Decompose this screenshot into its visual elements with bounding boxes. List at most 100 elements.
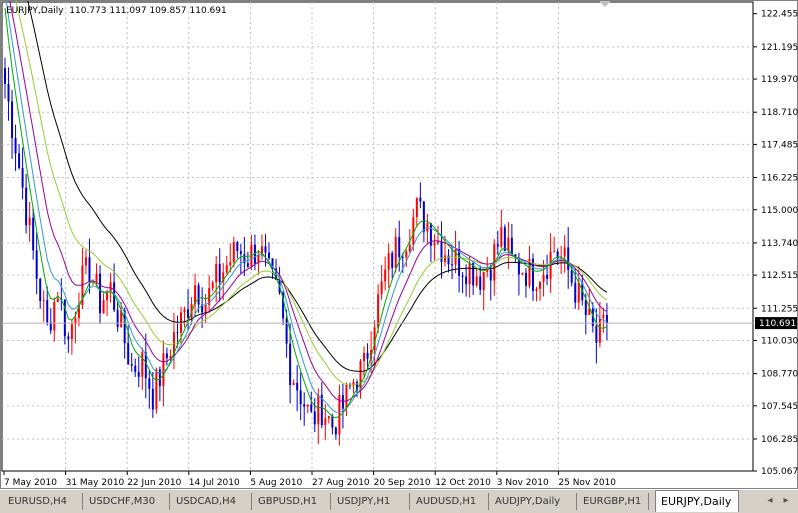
current-price-badge [755, 317, 797, 330]
candle-bull [74, 318, 77, 325]
candle-bear [197, 285, 200, 305]
tab-gbpusd-h1[interactable]: GBPUSD,H1 [252, 493, 331, 510]
candle-bear [268, 252, 270, 259]
candle-bear [451, 264, 454, 266]
tab-usdjpy-h1[interactable]: USDJPY,H1 [331, 493, 410, 510]
candle-bull [412, 217, 415, 245]
candle-bear [331, 416, 334, 428]
candle-bull [292, 382, 295, 386]
candle-bull [377, 294, 380, 328]
candle-bear [567, 247, 570, 271]
candle-bull [444, 255, 446, 262]
candle-bull [486, 269, 489, 272]
candle-bear [503, 227, 506, 251]
candle-bear [14, 138, 17, 154]
current-price-label: 110.691 [759, 319, 796, 329]
candle-bull [28, 217, 31, 226]
x-tick-label: 5 Aug 2010 [250, 478, 302, 488]
arrow-right-icon[interactable]: ▸ [783, 495, 789, 506]
candle-bull [84, 257, 87, 266]
x-tick-label: 3 Nov 2010 [497, 478, 549, 488]
y-tick-label: 122.455 [761, 10, 798, 20]
candle-bear [419, 197, 422, 202]
candle-bear [299, 390, 302, 405]
candle-bear [496, 244, 499, 247]
candle-bull [204, 305, 207, 313]
candle-bull [95, 273, 98, 282]
y-tick-label: 106.285 [761, 435, 798, 445]
candle-bear [479, 276, 482, 290]
symbol-label: EURJPY,Daily [6, 6, 64, 16]
candle-bear [461, 275, 464, 277]
candle-bull [225, 265, 228, 273]
y-tick-label: 105.067 [761, 467, 798, 477]
candle-bear [429, 223, 432, 246]
candle-bear [458, 249, 461, 276]
tab-usdchf-m30[interactable]: USDCHF,M30 [83, 493, 170, 510]
candle-bear [465, 276, 468, 285]
tab-usdcad-h4[interactable]: USDCAD,H4 [170, 493, 252, 510]
candle-bear [176, 332, 179, 334]
candle-bull [394, 237, 397, 268]
candle-bear [127, 343, 130, 365]
candle-bull [169, 356, 172, 359]
candle-bear [137, 372, 140, 377]
candle-bull [229, 261, 232, 266]
candle-bear [391, 253, 394, 268]
candle-bear [148, 378, 151, 389]
triangle-down-icon[interactable] [599, 1, 611, 7]
x-tick-label: 31 May 2010 [66, 478, 125, 488]
candle-bull [327, 416, 330, 419]
candle-bull [384, 269, 387, 282]
candle-bear [556, 251, 559, 259]
x-tick-label: 14 Jul 2010 [189, 478, 240, 488]
candle-bear [39, 278, 42, 301]
tab-audusd-h1[interactable]: AUDUSD,H1 [410, 493, 489, 510]
candle-bear [187, 309, 190, 318]
candle-bear [524, 272, 527, 286]
tab-eurusd-h4[interactable]: EURUSD,H4 [2, 493, 83, 510]
chart-window[interactable]: 122.455 121.195 119.970 118.710 117.485 116.2… [0, 0, 798, 489]
candle-bear [123, 310, 126, 344]
candle-bull [77, 305, 80, 319]
candle-bull [602, 314, 605, 319]
candle-bull [260, 246, 263, 256]
candle-bull [387, 253, 390, 270]
candle-bear [236, 242, 239, 252]
candle-bull [468, 263, 471, 285]
tab-audjpy-daily[interactable]: AUDJPY,Daily [489, 493, 577, 510]
plot-area [1, 1, 754, 472]
candle-bull [42, 300, 45, 302]
candle-bull [56, 298, 59, 302]
x-tick-label: 25 Nov 2010 [558, 478, 616, 488]
y-tick-label: 116.225 [761, 174, 798, 184]
candle-bull [380, 281, 383, 295]
candle-bear [63, 299, 66, 337]
arrow-left-icon[interactable]: ◂ [767, 495, 773, 506]
candle-bear [296, 382, 299, 391]
candle-bear [398, 237, 401, 258]
candle-bull [257, 255, 260, 264]
candle-bear [25, 187, 28, 226]
candle-bear [313, 411, 316, 425]
candle-bull [363, 352, 366, 362]
candle-bear [264, 246, 267, 253]
candle-bear [165, 353, 168, 359]
candle-bear [303, 404, 306, 407]
moving-average-line [5, 1, 607, 413]
tab-eurgbp-h1[interactable]: EURGBP,H1 [577, 493, 649, 510]
chart-plot[interactable]: 122.455 121.195 119.970 118.710 117.485 116.2… [1, 1, 798, 490]
candle-bear [422, 201, 425, 232]
candle-bull [521, 272, 524, 275]
candle-bear [595, 325, 598, 343]
candle-bear [130, 364, 133, 366]
candle-bear [472, 263, 475, 286]
candle-bull [528, 258, 531, 286]
candle-bull [563, 247, 566, 257]
y-tick-label: 110.030 [761, 336, 798, 346]
candle-bear [18, 153, 21, 169]
tab-eurjpy-daily[interactable]: EURJPY,Daily [655, 490, 739, 512]
candle-bull [53, 301, 56, 331]
candle-bear [158, 369, 161, 386]
candle-bear [320, 394, 323, 426]
